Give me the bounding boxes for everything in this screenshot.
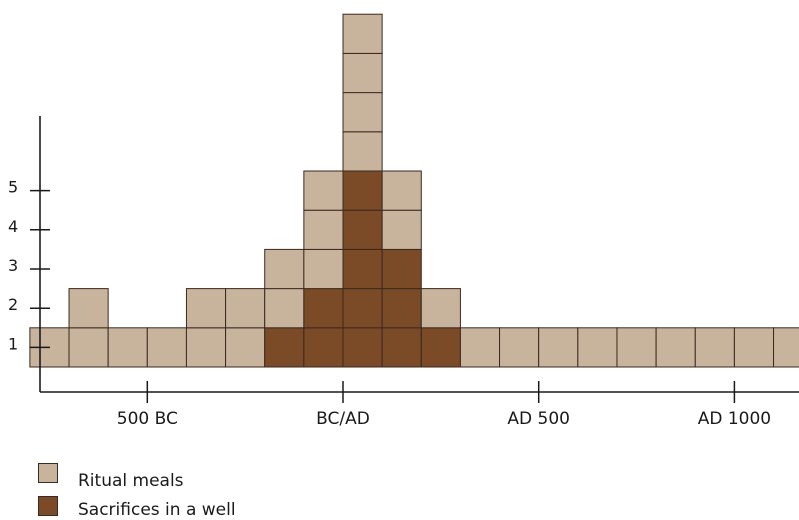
chart-cell [577, 327, 618, 368]
y-tick-label: 1 [8, 334, 18, 353]
chart-cell [303, 248, 344, 290]
chart-cell [342, 248, 383, 290]
chart-cell [773, 327, 799, 368]
chart-cell [303, 209, 344, 250]
x-tick-label: AD 500 [507, 409, 570, 429]
chart-cell [185, 327, 227, 368]
chart-cell [107, 327, 148, 368]
legend-label-ritual-meals: Ritual meals [78, 471, 184, 491]
chart-cell [381, 327, 422, 368]
chart-cell [655, 327, 696, 368]
y-axis-ticks: 1 2 3 4 5 [8, 178, 50, 353]
chart-cell [68, 327, 109, 368]
chart-cell [342, 131, 383, 172]
chart-cell [303, 288, 344, 329]
y-tick-label: 5 [8, 178, 18, 197]
chart-cell [733, 327, 775, 368]
chart-cell [225, 327, 266, 368]
x-tick-label: 500 BC [117, 409, 178, 429]
chart-cell [381, 209, 422, 250]
chart-cell [264, 248, 305, 290]
x-tick-label: BC/AD [316, 409, 370, 429]
y-tick-label: 3 [8, 256, 18, 275]
chart-cell [499, 327, 540, 368]
x-axis-ticks: 500 BC BC/AD AD 500 AD 1000 [117, 381, 771, 429]
chart-cell [694, 327, 735, 368]
chart-cell [381, 288, 422, 329]
chart-cell [146, 327, 187, 368]
chart-cell [381, 248, 422, 290]
chart-cell [68, 288, 109, 329]
chart-cell [264, 327, 305, 368]
chart-cell [420, 288, 461, 329]
y-tick-label: 4 [8, 217, 18, 236]
chart-cell [225, 288, 266, 329]
chart-cell [538, 327, 579, 368]
chart-cell [303, 327, 344, 368]
chart-cell [342, 13, 383, 54]
legend-label-sacrifices: Sacrifices in a well [78, 500, 236, 520]
chart-cell [185, 288, 227, 329]
chart-cell [342, 170, 383, 211]
chart-cell [264, 288, 305, 329]
chart-cell [342, 327, 383, 368]
x-tick-label: AD 1000 [698, 409, 771, 429]
chart-cell [342, 209, 383, 250]
chart-cell [342, 288, 383, 329]
chart-cell [459, 327, 501, 368]
chart-cell [420, 327, 461, 368]
chart-cells [29, 13, 799, 368]
chart-cell [342, 92, 383, 133]
legend-swatch-sacrifices [38, 496, 58, 516]
chart-cell [616, 327, 657, 368]
chart-cell [381, 170, 422, 211]
y-tick-label: 2 [8, 295, 18, 314]
chart-cell [342, 52, 383, 94]
chart-cell [303, 170, 344, 211]
legend-swatch-ritual-meals [38, 463, 58, 483]
